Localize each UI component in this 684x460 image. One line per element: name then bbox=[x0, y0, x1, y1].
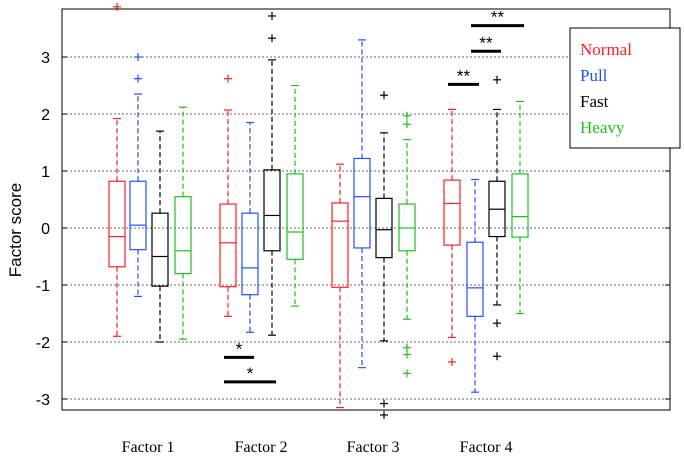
x-category-label: Factor 1 bbox=[122, 439, 175, 456]
outlier-marker bbox=[493, 75, 501, 84]
y-axis-ticks: 3 2 1 0 -1 -2 -3 bbox=[36, 50, 670, 409]
box-heavy-factor-4 bbox=[511, 100, 529, 315]
outlier-marker bbox=[380, 399, 388, 408]
legend: Normal Pull Fast Heavy bbox=[569, 27, 681, 149]
box-normal-factor-4 bbox=[443, 108, 461, 366]
box-pull-factor-2 bbox=[241, 121, 259, 333]
legend-box bbox=[569, 27, 681, 149]
significance-bar: * bbox=[224, 339, 254, 359]
box-iqr bbox=[286, 173, 304, 260]
box-fast-factor-4 bbox=[488, 75, 506, 361]
series-normal bbox=[108, 2, 461, 409]
legend-entry-normal: Normal bbox=[580, 40, 632, 59]
box-iqr bbox=[466, 241, 484, 317]
outlier-marker bbox=[380, 410, 388, 419]
y-tick-label: 0 bbox=[41, 221, 50, 238]
significance-markers: ******** bbox=[224, 8, 524, 384]
box-iqr bbox=[151, 212, 169, 287]
box-fast-factor-3 bbox=[375, 91, 393, 419]
significance-bar: ** bbox=[448, 66, 479, 86]
box-iqr bbox=[511, 173, 529, 238]
x-axis-categories: Factor 1 Factor 2 Factor 3 Factor 4 bbox=[122, 439, 513, 456]
x-category-label: Factor 3 bbox=[347, 439, 400, 456]
y-tick-label: -1 bbox=[36, 278, 50, 295]
box-iqr bbox=[241, 212, 259, 296]
y-axis-label: Factor score bbox=[6, 183, 25, 277]
plot-frame bbox=[61, 8, 671, 411]
outlier-marker bbox=[403, 120, 411, 129]
box-normal-factor-1 bbox=[108, 2, 126, 337]
box-iqr bbox=[219, 203, 237, 288]
y-tick-label: 3 bbox=[41, 50, 50, 67]
y-tick-label: -2 bbox=[36, 335, 50, 352]
significance-bar: ** bbox=[471, 33, 501, 53]
box-iqr bbox=[375, 197, 393, 259]
outlier-marker bbox=[268, 11, 276, 20]
box-heavy-factor-3 bbox=[398, 111, 416, 378]
box-iqr bbox=[174, 196, 192, 275]
significance-label: * bbox=[247, 364, 254, 383]
box-fast-factor-1 bbox=[151, 130, 169, 343]
box-iqr bbox=[129, 180, 147, 251]
outlier-marker bbox=[134, 74, 142, 83]
outlier-marker bbox=[134, 53, 142, 61]
series-pull bbox=[129, 39, 484, 393]
box-iqr bbox=[331, 202, 349, 288]
legend-entry-pull: Pull bbox=[580, 66, 608, 85]
box-iqr bbox=[263, 169, 281, 252]
box-iqr bbox=[353, 157, 371, 249]
box-pull-factor-1 bbox=[129, 53, 147, 297]
significance-label: ** bbox=[491, 8, 505, 27]
outlier-marker bbox=[380, 91, 388, 100]
box-heavy-factor-1 bbox=[174, 106, 192, 340]
series-fast bbox=[151, 11, 506, 419]
box-iqr bbox=[108, 180, 126, 268]
box-pull-factor-4 bbox=[466, 178, 484, 393]
significance-bar: * bbox=[224, 364, 276, 384]
box-fast-factor-2 bbox=[263, 11, 281, 336]
series-heavy bbox=[174, 84, 529, 378]
x-category-label: Factor 2 bbox=[235, 439, 288, 456]
box-normal-factor-3 bbox=[331, 163, 349, 409]
outlier-marker bbox=[403, 369, 411, 378]
outlier-marker bbox=[224, 74, 232, 83]
legend-entry-heavy: Heavy bbox=[580, 118, 625, 137]
y-tick-label: 1 bbox=[41, 164, 50, 181]
y-tick-label: -3 bbox=[36, 392, 50, 409]
significance-label: * bbox=[236, 339, 243, 358]
box-normal-factor-2 bbox=[219, 74, 237, 317]
x-category-label: Factor 4 bbox=[460, 439, 513, 456]
outlier-marker bbox=[448, 357, 456, 366]
box-series bbox=[108, 2, 529, 419]
outlier-marker bbox=[403, 343, 411, 352]
outlier-marker bbox=[113, 2, 121, 11]
significance-label: ** bbox=[479, 33, 493, 52]
outlier-marker bbox=[493, 319, 501, 328]
box-iqr bbox=[443, 179, 461, 246]
box-heavy-factor-2 bbox=[286, 84, 304, 307]
significance-bar: ** bbox=[471, 8, 524, 28]
outlier-marker bbox=[493, 352, 501, 361]
y-tick-label: 2 bbox=[41, 107, 50, 124]
outlier-marker bbox=[403, 111, 411, 120]
significance-label: ** bbox=[457, 66, 471, 85]
box-pull-factor-3 bbox=[353, 39, 371, 369]
outlier-marker bbox=[403, 350, 411, 359]
outlier-marker bbox=[268, 34, 276, 43]
legend-entry-fast: Fast bbox=[580, 92, 609, 111]
